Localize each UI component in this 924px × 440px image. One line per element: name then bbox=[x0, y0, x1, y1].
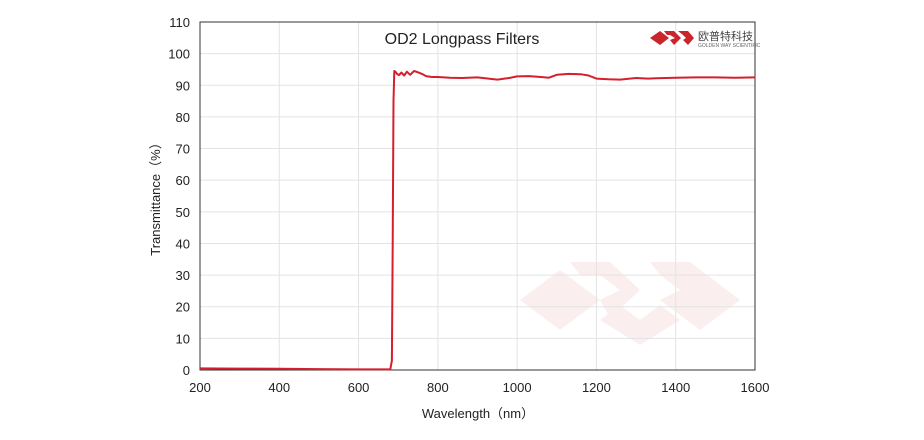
y-tick-label: 90 bbox=[176, 78, 190, 93]
x-axis-label: Wavelength（nm） bbox=[422, 406, 534, 421]
y-tick-label: 50 bbox=[176, 205, 190, 220]
y-tick-label: 20 bbox=[176, 300, 190, 315]
x-tick-label: 800 bbox=[427, 380, 449, 395]
x-tick-label: 1400 bbox=[661, 380, 690, 395]
x-tick-label: 400 bbox=[268, 380, 290, 395]
series-layer bbox=[199, 70, 756, 371]
y-tick-label: 100 bbox=[168, 47, 190, 62]
y-tick-label: 60 bbox=[176, 173, 190, 188]
x-tick-label: 1600 bbox=[741, 380, 770, 395]
y-tick-label: 80 bbox=[176, 110, 190, 125]
plot-frame bbox=[199, 21, 756, 371]
brand-logo: 欧普特科技 GOLDEN WAY SCIENTIFIC bbox=[650, 29, 761, 49]
y-tick-label: 110 bbox=[169, 15, 190, 30]
brand-subtitle: GOLDEN WAY SCIENTIFIC bbox=[698, 43, 761, 49]
grid-lines bbox=[200, 22, 755, 370]
watermark-logo bbox=[520, 262, 740, 345]
y-tick-label: 10 bbox=[176, 331, 190, 346]
y-tick-label: 70 bbox=[176, 142, 190, 157]
y-tick-label: 40 bbox=[176, 236, 190, 251]
x-tick-labels: 200 400 600 800 1000 1200 1400 1600 bbox=[189, 380, 769, 395]
y-tick-labels: 0 10 20 30 40 50 60 70 80 90 100 110 bbox=[168, 15, 190, 378]
x-tick-label: 1000 bbox=[503, 380, 532, 395]
brand-name: 欧普特科技 bbox=[698, 29, 753, 43]
x-tick-label: 200 bbox=[189, 380, 211, 395]
chart-title: OD2 Longpass Filters bbox=[385, 31, 540, 48]
x-tick-label: 600 bbox=[348, 380, 370, 395]
y-tick-label: 30 bbox=[176, 268, 190, 283]
series-line-0 bbox=[199, 70, 756, 371]
x-tick-label: 1200 bbox=[582, 380, 611, 395]
brand-mark-icon bbox=[650, 31, 694, 45]
y-axis-label: Transmittance（%） bbox=[148, 136, 163, 255]
y-tick-label: 0 bbox=[183, 363, 190, 378]
